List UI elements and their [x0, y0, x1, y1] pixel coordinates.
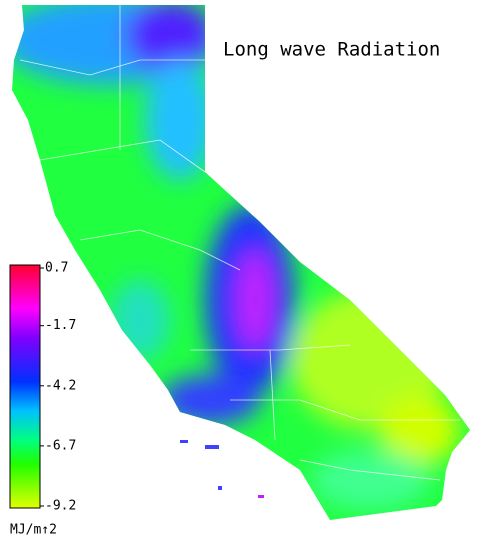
- county-borders: [19, 5, 460, 481]
- colorbar-tick-label: -1.7: [45, 318, 76, 333]
- colorbar-tick-label: -9.2: [45, 499, 76, 514]
- colorbar-ticks: 0.7 -1.7 -4.2 -6.7 -9.2: [40, 261, 76, 514]
- colorbar: [9, 264, 41, 509]
- colorbar-unit: MJ/m↑2: [10, 523, 57, 538]
- channel-islands: [180, 440, 264, 498]
- map-title: Long wave Radiation: [223, 39, 440, 61]
- colorbar-tick-label: -4.2: [45, 378, 76, 393]
- colorbar-tick-label: -6.7: [45, 438, 76, 453]
- colorbar-tick-label: 0.7: [45, 261, 68, 276]
